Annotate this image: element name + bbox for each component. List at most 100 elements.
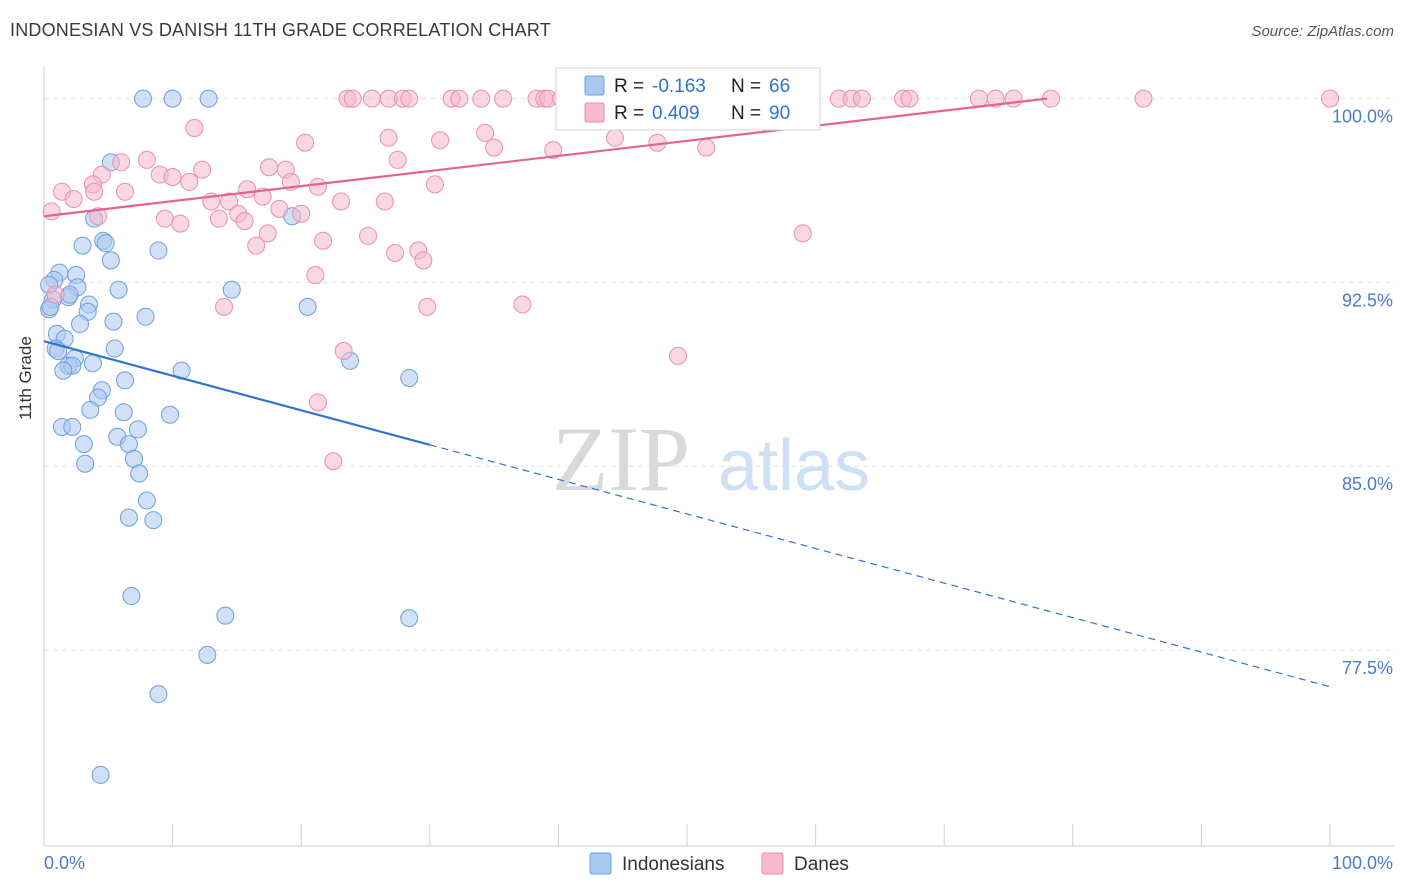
danes-point (359, 226, 378, 245)
danes-point (238, 180, 257, 199)
indonesians-point (222, 280, 241, 299)
danes-point (324, 452, 343, 471)
danes-point (253, 187, 272, 206)
indonesians-point (137, 491, 156, 510)
indonesians-point (130, 464, 149, 483)
danes-point (400, 89, 419, 108)
legend-indonesians-label: Indonesians (622, 854, 724, 875)
danes-point (605, 128, 624, 147)
chart-title: INDONESIAN VS DANISH 11TH GRADE CORRELAT… (10, 20, 551, 40)
indonesians-point (114, 403, 133, 422)
indonesians-point (149, 241, 168, 260)
indonesians-point (134, 89, 153, 108)
grid-lines (44, 98, 1395, 651)
danes-point (306, 266, 325, 285)
indonesians-point (199, 89, 218, 108)
axes (43, 67, 1395, 847)
danes-point (270, 199, 289, 218)
danes-point (89, 207, 108, 226)
watermark-zip: ZIP (552, 408, 690, 510)
r-value-indonesians: -0.163 (652, 76, 706, 97)
source-credit: Source: ZipAtlas.com (1251, 23, 1394, 40)
indonesians-point (128, 420, 147, 439)
indonesians-point (54, 361, 73, 380)
danes-point (193, 160, 212, 179)
danes-point (235, 212, 254, 231)
trend-line-indonesians (43, 340, 431, 446)
danes-point (425, 175, 444, 194)
danes-point (697, 138, 716, 157)
danes-point (418, 297, 437, 316)
danes-point (1134, 89, 1153, 108)
danes-point (116, 182, 135, 201)
danes-point (668, 346, 687, 365)
indonesians-point (105, 339, 124, 358)
data-points (40, 89, 1339, 784)
indonesians-point (116, 371, 135, 390)
legend-danes-swatch (761, 852, 784, 875)
danes-point (969, 89, 988, 108)
danes-point (209, 209, 228, 228)
danes-point (42, 202, 61, 221)
indonesians-point (83, 354, 102, 373)
danes-point (171, 214, 190, 233)
y-tick-label: 92.5% (1342, 290, 1393, 310)
danes-point (414, 251, 433, 270)
x-tick-label: 100.0% (1332, 853, 1393, 873)
indonesians-point (136, 307, 155, 326)
danes-point (260, 158, 279, 177)
n-value-danes: 90 (769, 103, 790, 124)
danes-point (46, 285, 65, 304)
danes-point (1321, 89, 1339, 108)
indonesians-point (74, 435, 93, 454)
indonesians-point (144, 511, 163, 530)
indonesians-point (163, 89, 182, 108)
danes-point (137, 150, 156, 169)
indonesians-point (63, 417, 82, 436)
indonesians-point (119, 508, 138, 527)
danes-point (220, 192, 239, 211)
watermark: ZIP atlas (552, 408, 870, 510)
indonesians-point (161, 405, 180, 424)
danes-point (852, 89, 871, 108)
danes-point (215, 297, 234, 316)
danes-point (308, 177, 327, 196)
danes-point (112, 153, 131, 172)
watermark-atlas: atlas (718, 426, 870, 506)
danes-point (64, 190, 83, 209)
danes-point (513, 295, 532, 314)
series-legend: Indonesians Danes (589, 852, 849, 875)
indonesians-point (400, 609, 419, 628)
y-tick-label: 100.0% (1332, 107, 1393, 127)
indonesians-point (198, 645, 217, 664)
indonesians-swatch (584, 75, 605, 96)
danes-point (362, 89, 381, 108)
danes-point (296, 133, 315, 152)
danes-point (450, 89, 469, 108)
trend-line-danes (43, 97, 1048, 218)
danes-point (155, 209, 174, 228)
danes-point (472, 89, 491, 108)
danes-point (494, 89, 513, 108)
n-label-danes: N = (731, 103, 761, 124)
danes-point (163, 168, 182, 187)
indonesians-point (216, 606, 235, 625)
y-tick-label: 85.0% (1342, 474, 1393, 494)
r-label-indonesians: R = (614, 76, 644, 97)
danes-point (388, 150, 407, 169)
danes-point (544, 141, 563, 160)
indonesians-point (149, 685, 168, 704)
indonesians-point (71, 315, 90, 334)
r-value-danes: 0.409 (652, 103, 700, 124)
legend-indonesians-swatch (589, 852, 612, 875)
danes-point (180, 172, 199, 191)
danes-point (85, 182, 104, 201)
tick-labels: 77.5% 85.0% 92.5% 100.0% 0.0% 100.0% (44, 107, 1393, 873)
danes-point (334, 342, 353, 361)
danes-point (1004, 89, 1023, 108)
danes-point (314, 231, 333, 250)
danes-point (793, 224, 812, 243)
danes-point (476, 123, 495, 142)
trend-lines (43, 97, 1331, 688)
